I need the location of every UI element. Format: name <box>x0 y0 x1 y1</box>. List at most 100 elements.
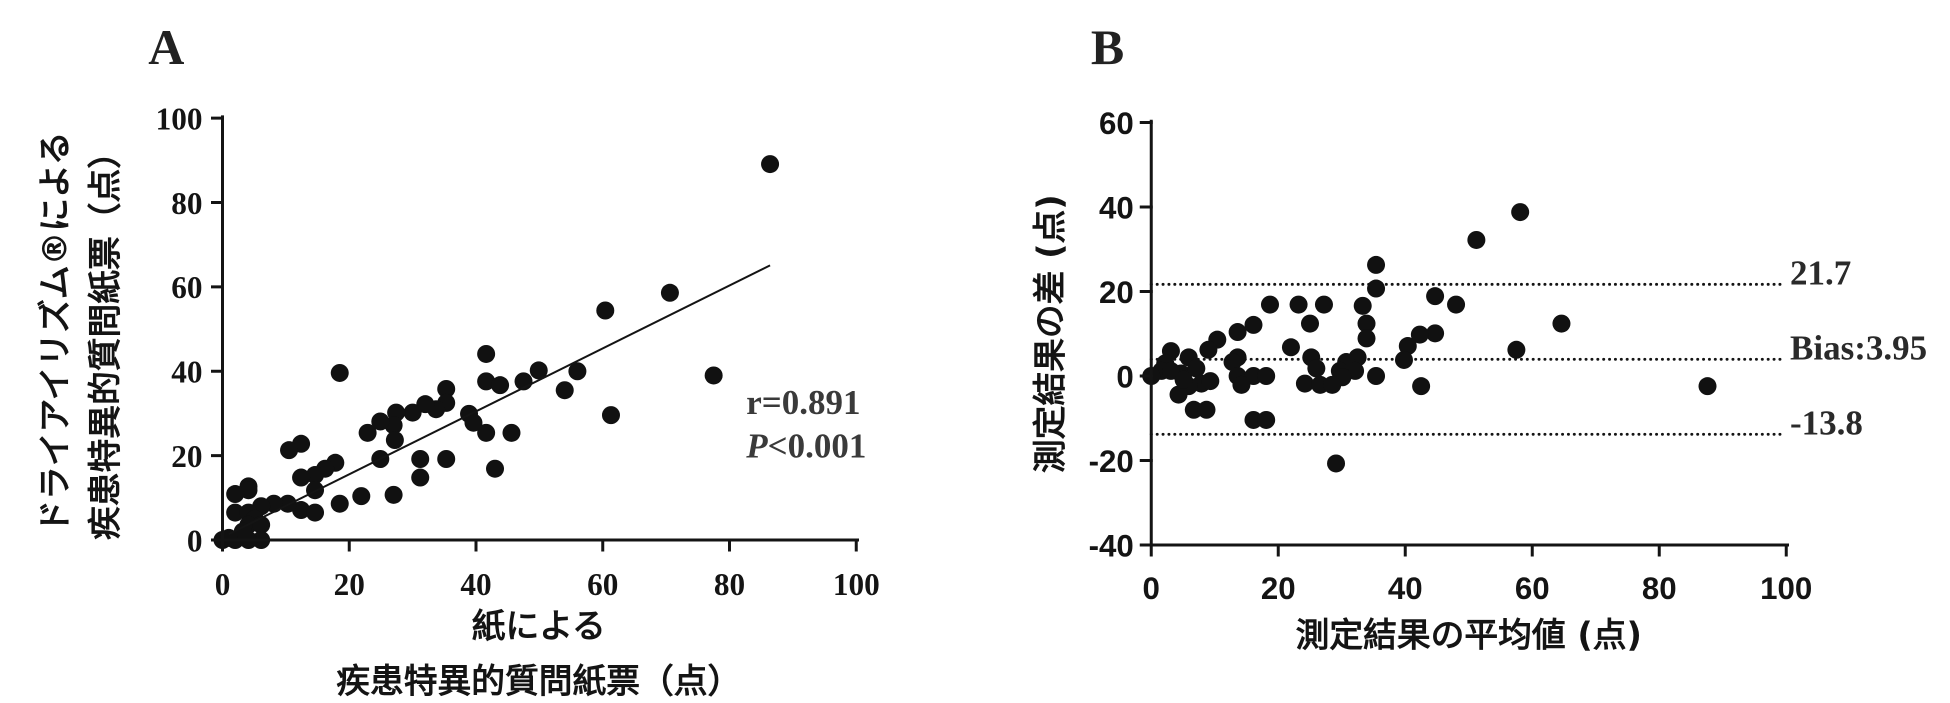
data-point <box>596 301 615 320</box>
data-point <box>1307 359 1326 378</box>
data-point <box>568 362 587 381</box>
data-point <box>1244 410 1263 429</box>
panel-a-correlation-coefficient: r=0.891 <box>746 383 860 422</box>
data-point <box>384 485 403 504</box>
x-tick-label: 40 <box>460 567 491 602</box>
data-point <box>1228 323 1247 342</box>
data-point <box>761 155 780 174</box>
data-point <box>1323 375 1342 394</box>
data-point <box>1169 385 1188 404</box>
data-point <box>1260 295 1279 314</box>
y-tick-label: 40 <box>171 355 202 390</box>
data-point <box>1281 338 1300 357</box>
data-point <box>1426 287 1445 306</box>
panel-a-p-value: P<0.001 <box>745 427 866 466</box>
data-point <box>306 503 325 522</box>
data-point <box>292 468 311 487</box>
data-point <box>1398 337 1417 356</box>
data-point <box>1426 324 1445 343</box>
data-point <box>226 485 245 504</box>
x-tick-label: 60 <box>587 567 618 602</box>
reference-line-label: Bias:3.95 <box>1790 328 1927 367</box>
regression-line <box>228 264 771 535</box>
panel-a-x-axis-title-line-1: 紙による <box>472 607 606 646</box>
data-point <box>1301 314 1320 333</box>
x-tick-label: 0 <box>1143 571 1160 606</box>
data-point <box>1295 374 1314 393</box>
data-point <box>371 412 390 431</box>
data-point <box>1511 203 1530 222</box>
y-tick-label: 80 <box>171 186 202 221</box>
data-point <box>1223 353 1242 372</box>
reference-line-label: 21.7 <box>1790 253 1851 292</box>
data-point <box>352 487 371 506</box>
data-point <box>1357 329 1376 348</box>
data-point <box>1314 295 1333 314</box>
y-tick-label: 40 <box>1099 190 1134 225</box>
data-point <box>1447 295 1466 314</box>
data-point <box>1367 366 1386 385</box>
data-point <box>1412 377 1431 396</box>
x-tick-label: 20 <box>334 567 365 602</box>
data-point <box>437 449 456 468</box>
data-point <box>464 413 483 432</box>
data-point <box>1394 350 1413 369</box>
data-point <box>411 468 430 487</box>
x-tick-label: 80 <box>1642 571 1677 606</box>
x-tick-label: 0 <box>215 567 231 602</box>
data-point <box>437 379 456 398</box>
data-point <box>385 431 404 450</box>
data-point <box>1257 366 1276 385</box>
panel-a-plot-area: 0 20 40 60 80 100 0 20 40 60 80 100 <box>156 101 880 602</box>
data-point <box>1257 410 1276 429</box>
data-point <box>1552 314 1571 333</box>
x-tick-label: 80 <box>714 567 745 602</box>
y-tick-label: 60 <box>1099 106 1134 141</box>
y-tick-label: 20 <box>1099 275 1134 310</box>
data-point <box>555 381 574 400</box>
panel-b-x-axis-title: 測定結果の平均値 (点) <box>1296 615 1642 654</box>
data-point <box>477 344 496 363</box>
data-point <box>219 528 238 547</box>
panel-a-letter: A <box>148 19 184 75</box>
y-tick-label: 0 <box>187 523 203 558</box>
x-tick-label: 40 <box>1388 571 1423 606</box>
data-point <box>411 449 430 468</box>
data-point <box>1184 400 1203 419</box>
x-tick-label: 20 <box>1261 571 1296 606</box>
data-point <box>1232 375 1251 394</box>
data-point <box>1410 325 1429 344</box>
p-value-text: <0.001 <box>768 427 867 466</box>
y-tick-label: 100 <box>156 101 203 136</box>
data-point <box>1244 315 1263 334</box>
data-point <box>1507 340 1526 359</box>
data-point <box>477 423 496 442</box>
data-point <box>1357 314 1376 333</box>
data-point <box>1467 230 1486 249</box>
panel-a-x-axis-title-line-2: 疾患特異的質問紙票（点） <box>336 662 741 701</box>
data-point <box>416 395 435 414</box>
data-point <box>1289 295 1308 314</box>
data-point <box>1367 279 1386 298</box>
data-point <box>491 376 510 395</box>
x-tick-label: 60 <box>1515 571 1550 606</box>
data-point <box>1161 361 1180 380</box>
data-point <box>660 283 679 302</box>
data-point <box>280 441 299 460</box>
panel-a-y-axis-title-line-1: ドライアイリズム®による <box>35 131 74 533</box>
data-point <box>403 403 422 422</box>
panel-b-y-axis-title: 測定結果の差 (点) <box>1030 194 1069 473</box>
panel-b-letter: B <box>1091 19 1124 75</box>
data-point <box>1201 372 1220 391</box>
data-point <box>477 372 496 391</box>
x-tick-label: 100 <box>833 567 880 602</box>
data-point <box>486 459 505 478</box>
data-point <box>1367 255 1386 274</box>
panel-b-plot-area: 21.7 Bias:3.95 -13.8 0 20 40 60 80 100 -40 -20 0 20 4… <box>1089 106 1928 606</box>
data-point <box>358 423 377 442</box>
p-value-symbol: P <box>745 427 768 466</box>
data-point <box>330 363 349 382</box>
data-point <box>1353 296 1372 315</box>
data-point <box>233 522 252 541</box>
